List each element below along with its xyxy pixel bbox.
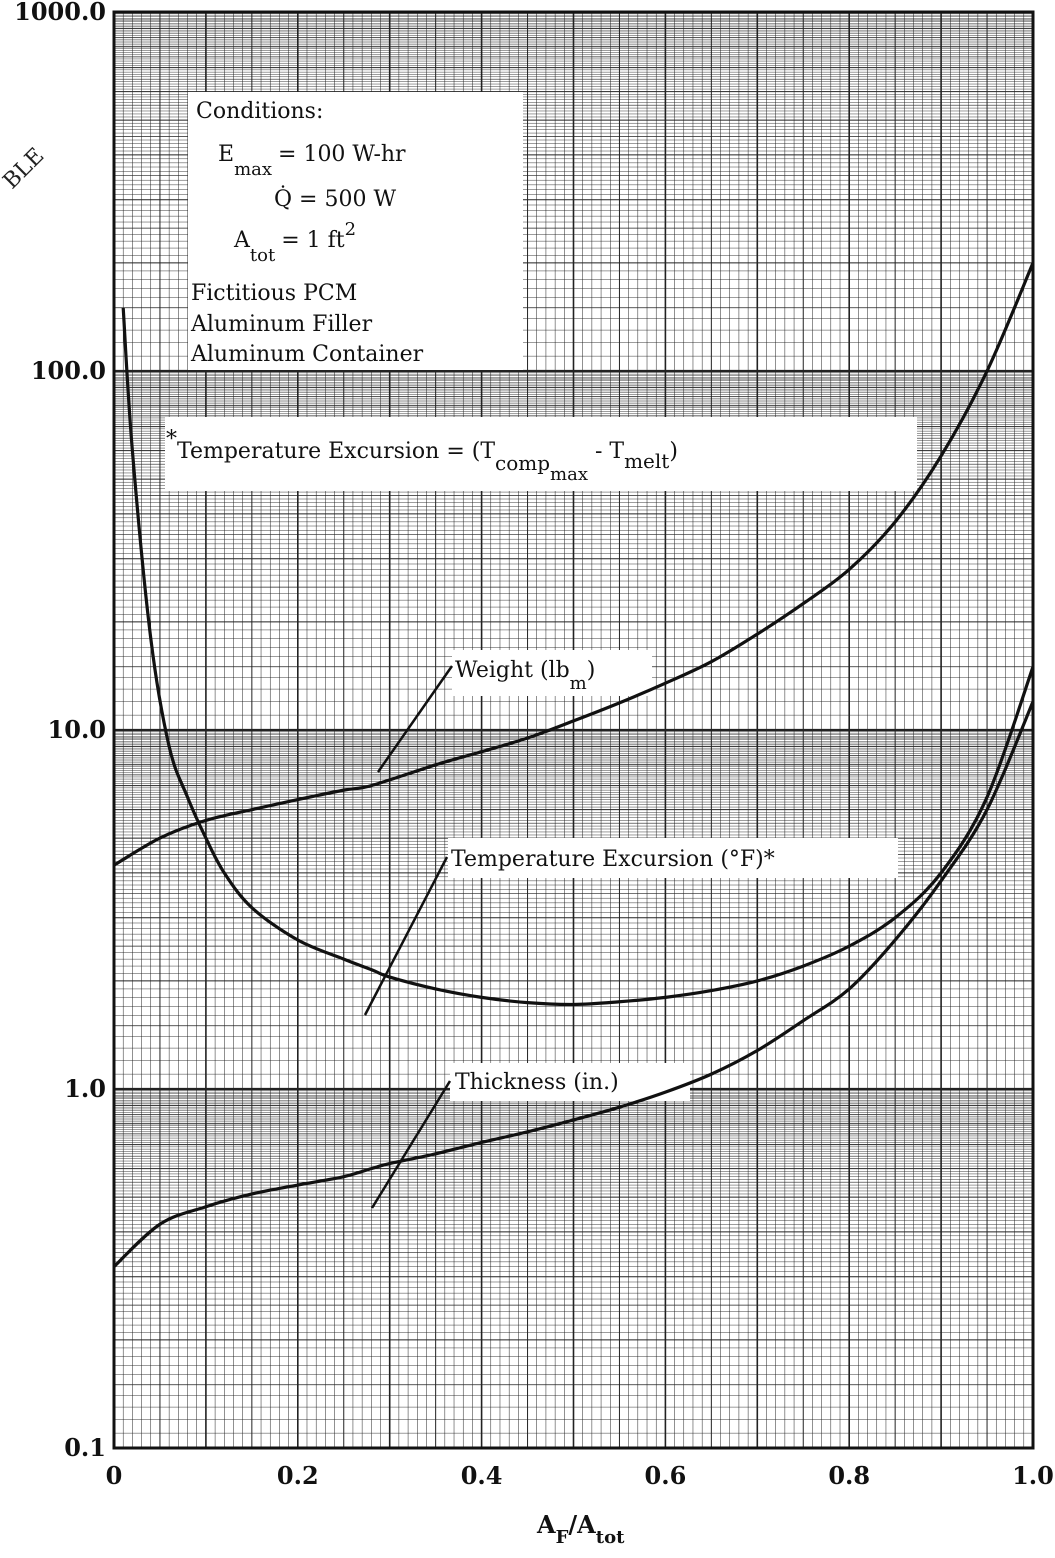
temperature-label: Temperature Excursion (°F)*	[363, 838, 898, 1016]
footnote-max: max	[550, 464, 588, 485]
weight-label-sub: m	[570, 673, 587, 694]
footnote-box: *Temperature Excursion = (Tcompmax - Tme…	[165, 417, 917, 491]
x-tick-label: 0.2	[277, 1461, 319, 1490]
footnote-main: Temperature Excursion = (T	[177, 439, 495, 464]
x-axis-label-tot: tot	[596, 1527, 625, 1548]
x-tick-label: 0.4	[461, 1461, 503, 1490]
temperature-label-text: Temperature Excursion (°F)*	[451, 847, 775, 872]
y-axis-tick-labels: 0.1 1.0 10.0 100.0 1000.0	[14, 0, 106, 1462]
footnote-text: *Temperature Excursion = (Tcompmax - Tme…	[166, 427, 678, 485]
margin-fragment: BLE	[0, 143, 49, 194]
atot-value: = 1 ft	[281, 228, 345, 253]
curves	[112, 262, 1035, 1268]
conditions-box: Conditions: Emax = 100 W-hr Q̇ = 500 W At…	[188, 92, 523, 370]
x-tick-label: 0.8	[828, 1461, 870, 1490]
weight-label: Weight (lbm)	[376, 650, 652, 773]
y-tick-label: 1.0	[64, 1074, 106, 1103]
atot-line: Atot= 1 ft2	[233, 219, 356, 266]
emax-line: Emax = 100 W-hr	[218, 142, 406, 180]
series-weight-lbm-line	[113, 262, 1035, 867]
grid	[113, 10, 1034, 1450]
atot-superscript: 2	[345, 219, 356, 240]
thickness-label-text: Thickness (in.)	[455, 1070, 619, 1095]
plot-border	[112, 10, 1035, 1450]
thickness-label: Thickness (in.)	[370, 1063, 690, 1209]
thickness-leader-line	[370, 1080, 452, 1209]
x-tick-label: 1.0	[1012, 1461, 1054, 1490]
footnote-background	[165, 417, 917, 491]
weight-label-background	[452, 650, 652, 696]
conditions-title: Conditions:	[196, 99, 323, 124]
x-axis-tick-labels: 0 0.2 0.4 0.6 0.8 1.0	[106, 1461, 1054, 1490]
x-axis-label: AF/Atot	[536, 1510, 625, 1548]
series-thickness-in-line	[112, 700, 1035, 1268]
x-axis-label-a: A	[536, 1510, 556, 1539]
y-tick-label: 1000.0	[14, 0, 106, 26]
thickness-label-background	[450, 1063, 690, 1101]
footnote-close: )	[669, 439, 678, 464]
weight-label-main: Weight (lb	[455, 658, 570, 683]
emax-subscript: max	[234, 159, 272, 180]
footnote-melt: melt	[624, 449, 669, 473]
conditions-background	[188, 92, 523, 370]
y-tick-label: 10.0	[48, 715, 106, 744]
condition-filler: Aluminum Filler	[190, 312, 373, 337]
y-tick-label: 100.0	[31, 356, 106, 385]
footnote-comp: comp	[495, 451, 550, 475]
condition-container: Aluminum Container	[190, 342, 424, 367]
footnote-star: *	[166, 427, 177, 452]
weight-label-close: )	[587, 658, 596, 683]
footnote-minus: - T	[588, 439, 624, 464]
atot-symbol: A	[233, 228, 251, 253]
atot-subscript: tot	[250, 245, 276, 266]
condition-pcm: Fictitious PCM	[191, 281, 357, 306]
temperature-leader-line	[363, 856, 449, 1016]
weight-label-text: Weight (lbm)	[455, 658, 595, 694]
x-tick-label: 0.6	[645, 1461, 687, 1490]
emax-symbol: E	[218, 142, 234, 167]
y-tick-label: 0.1	[64, 1433, 106, 1462]
qdot-line: Q̇ = 500 W	[274, 186, 396, 212]
series-temperature-excursion-f-line	[121, 307, 1035, 1007]
weight-leader-line	[376, 665, 454, 773]
emax-value: = 100 W-hr	[278, 142, 406, 167]
x-axis-label-slash: /A	[568, 1510, 596, 1539]
plot-frame	[112, 10, 1035, 1450]
x-tick-label: 0	[106, 1461, 123, 1490]
temperature-label-background	[448, 838, 898, 878]
x-axis-label-f: F	[556, 1527, 569, 1548]
